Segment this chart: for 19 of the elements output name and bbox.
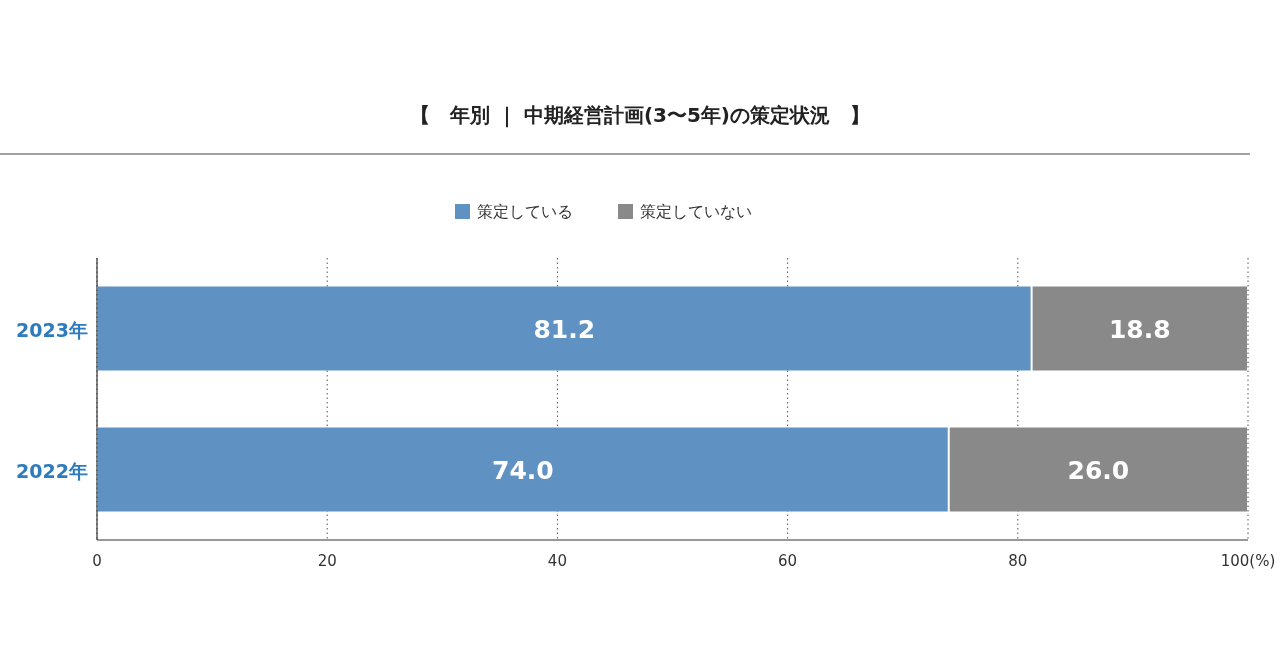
chart-title: 【 年別 ｜ 中期経営計画(3〜5年)の策定状況 】 <box>409 103 871 128</box>
x-tick-label: 80 <box>1008 552 1028 570</box>
bar <box>98 427 948 512</box>
x-tick-label: 40 <box>547 552 567 570</box>
y-tick-label: 2023年 <box>16 318 88 341</box>
legend-label: 策定している <box>477 202 573 221</box>
x-tick-label: 0 <box>92 552 102 570</box>
data-label: 26.0 <box>1067 455 1130 485</box>
legend-label: 策定していない <box>640 202 752 221</box>
bar <box>98 286 1031 371</box>
bar <box>1032 286 1247 371</box>
x-tick-label: 20 <box>317 552 337 570</box>
y-tick-label: 2022年 <box>16 459 88 482</box>
x-tick-label: 60 <box>778 552 798 570</box>
x-tick-label: 100(%) <box>1220 552 1276 570</box>
data-label: 18.8 <box>1108 314 1171 344</box>
bar <box>949 427 1247 512</box>
data-label: 74.0 <box>492 455 554 485</box>
data-label: 81.2 <box>533 314 596 344</box>
